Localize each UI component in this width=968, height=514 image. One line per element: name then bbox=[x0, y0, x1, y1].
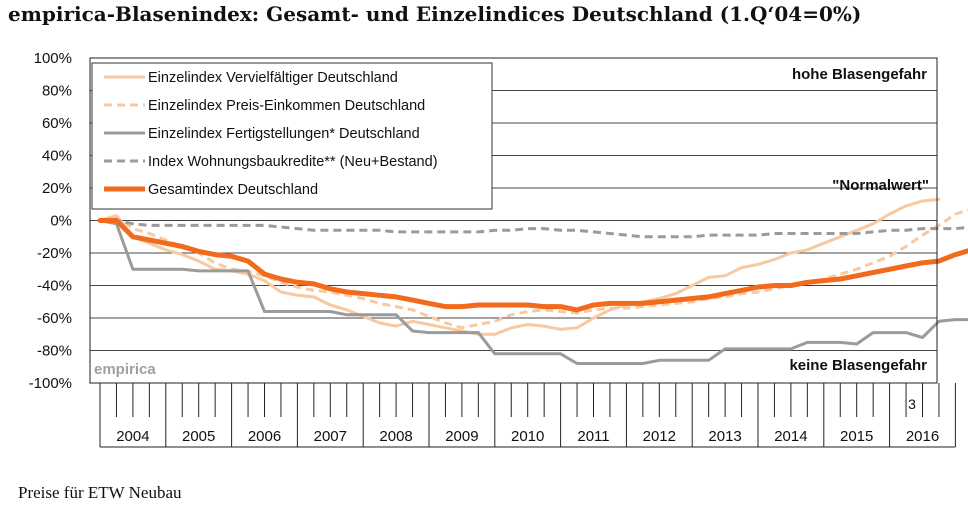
series-lines bbox=[97, 197, 968, 365]
y-tick-label: -100% bbox=[29, 375, 72, 392]
series-line-1 bbox=[99, 208, 968, 330]
x-tick-label: 2008 bbox=[379, 428, 412, 445]
x-tick-label: 2004 bbox=[116, 428, 149, 445]
legend-label-4: Gesamtindex Deutschland bbox=[148, 182, 318, 198]
x-tick-label: 2014 bbox=[774, 428, 807, 445]
annotation-low-risk: keine Blasengefahr bbox=[789, 357, 927, 374]
series-line-4 bbox=[97, 218, 968, 313]
y-tick-label: 80% bbox=[42, 83, 72, 100]
y-tick-label: -40% bbox=[37, 278, 72, 295]
x-tick-label: 2016 bbox=[906, 428, 939, 445]
x-tick-label: 2010 bbox=[511, 428, 544, 445]
annotation-normal-value: "Normalwert" bbox=[832, 177, 929, 194]
legend-label-3: Index Wohnungsbaukredite** (Neu+Bestand) bbox=[148, 154, 438, 170]
legend: Einzelindex Vervielfältiger Deutschland E… bbox=[91, 62, 493, 210]
legend-label-2: Einzelindex Fertigstellungen* Deutschlan… bbox=[148, 126, 420, 142]
x-tick-label: 2007 bbox=[314, 428, 347, 445]
x-tick-label: 2005 bbox=[182, 428, 215, 445]
x-tick-label: 2012 bbox=[643, 428, 676, 445]
x-tick-label: 2015 bbox=[840, 428, 873, 445]
y-tick-label: 0% bbox=[50, 213, 72, 230]
y-tick-label: 100% bbox=[34, 50, 72, 67]
chart-title: empirica-Blasenindex: Gesamt- und Einzel… bbox=[8, 2, 862, 26]
x-tick-label: 2009 bbox=[445, 428, 478, 445]
y-tick-label: -60% bbox=[37, 310, 72, 327]
x-tick-label: 2011 bbox=[577, 428, 609, 445]
y-tick-label: 60% bbox=[42, 115, 72, 132]
y-tick-label: -80% bbox=[37, 343, 72, 360]
y-tick-label: -20% bbox=[37, 245, 72, 262]
annotation-high-risk: hohe Blasengefahr bbox=[792, 66, 927, 83]
plot-frame bbox=[89, 57, 938, 384]
x-axis: 2004 2005 2006 2007 2008 2009 2010 2011 2012 2013… bbox=[99, 383, 956, 448]
y-tick-label: 40% bbox=[42, 148, 72, 165]
series-line-3 bbox=[100, 219, 968, 239]
series-line-0 bbox=[98, 197, 941, 336]
y-tick-label: 20% bbox=[42, 180, 72, 197]
last-quarter-label: 3 bbox=[908, 396, 916, 412]
legend-label-1: Einzelindex Preis-Einkommen Deutschland bbox=[148, 98, 425, 114]
x-tick-label: 2006 bbox=[248, 428, 281, 445]
caption: Preise für ETW Neubau bbox=[18, 483, 182, 502]
legend-box bbox=[91, 62, 493, 210]
legend-label-0: Einzelindex Vervielfältiger Deutschland bbox=[148, 70, 398, 86]
empirica-watermark: empirica bbox=[94, 361, 156, 378]
series-line-2 bbox=[98, 219, 968, 365]
y-axis-labels: 100% 80% 60% 40% 20% 0% -20% -40% -60% -80% -100% bbox=[29, 50, 72, 392]
x-tick-label: 2013 bbox=[708, 428, 741, 445]
